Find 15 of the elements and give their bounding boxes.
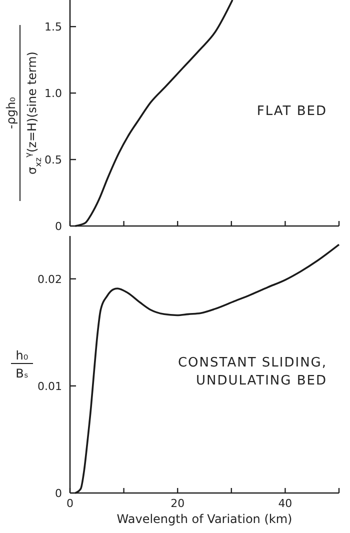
y-tick-label: 0 [55, 220, 62, 233]
x-tick-label: 0 [66, 497, 74, 510]
annotation: FLAT BED [256, 104, 327, 119]
y-axis-title: h₀ Bₛ [16, 348, 28, 380]
x-tick-label: 40 [278, 497, 292, 510]
annotation: CONSTANT SLIDING, UNDULATING BED [178, 356, 327, 388]
x-tick-label: 20 [170, 497, 185, 510]
y-tick-label: 1.5 [44, 20, 62, 34]
y-tick-label: 0 [55, 487, 62, 500]
y-tick-label: 0.02 [38, 272, 62, 286]
y-tick-label: 0.5 [44, 154, 62, 167]
line-series [74, 244, 340, 494]
x-axis-title: Wavelength of Variation (km) [116, 512, 292, 526]
y-tick-label: 0.01 [38, 380, 62, 393]
y-tick-label: 1.0 [44, 87, 62, 100]
